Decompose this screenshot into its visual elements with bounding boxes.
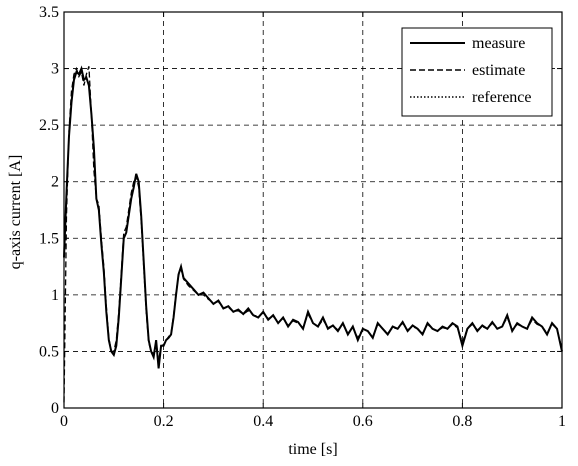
x-tick-label: 0.6 [353, 413, 373, 430]
plot-frame [63, 11, 563, 409]
legend-label: estimate [472, 62, 525, 79]
x-tick-label: 0.4 [253, 413, 273, 430]
legend-label: reference [472, 89, 532, 106]
y-tick-label: 2.5 [39, 117, 59, 134]
series-line-estimate [63, 66, 563, 403]
x-tick-label: 0.2 [154, 413, 174, 430]
y-tick-label: 1.5 [39, 230, 59, 247]
x-tick-label: 0.8 [452, 413, 472, 430]
x-axis-label: time [s] [288, 441, 337, 458]
axes [63, 11, 563, 409]
y-tick-label: 0.5 [39, 343, 59, 360]
y-axis-label: q-axis current [A] [7, 155, 24, 270]
x-tick-label: 0 [60, 413, 68, 430]
y-tick-label: 0 [51, 400, 59, 417]
x-tick-label: 1 [558, 413, 566, 430]
y-tick-label: 1 [51, 287, 59, 304]
legend-label: measure [472, 35, 525, 52]
y-tick-label: 2 [51, 174, 59, 191]
legend: measure estimate reference [401, 27, 553, 117]
tick-labels: 0 0.2 0.4 0.6 0.8 1 0 0.5 1 1.5 2 2.5 3 3.5 [39, 4, 566, 430]
series-lines [63, 65, 563, 403]
y-tick-label: 3.5 [39, 4, 59, 21]
y-tick-label: 3 [51, 61, 59, 78]
